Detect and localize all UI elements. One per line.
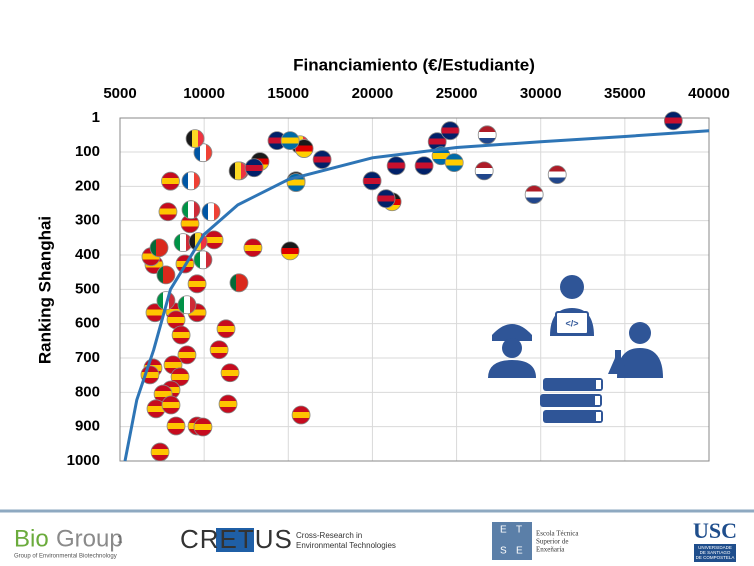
logo-letter: T [516, 525, 522, 536]
illustration: </> [488, 275, 663, 423]
scientist-icon [608, 322, 663, 378]
logo-text: Superior de [536, 538, 568, 546]
y-tick-label: 700 [75, 349, 100, 366]
plot-frame [119, 117, 710, 462]
flag-marker [524, 185, 544, 204]
x-tick-label: 35000 [604, 85, 646, 102]
flag-marker [243, 238, 263, 258]
logo-cretus: CRETUS [180, 524, 293, 554]
flag-marker [185, 129, 205, 149]
flag-marker [663, 111, 683, 131]
flag-marker [229, 273, 249, 293]
flag-marker [228, 161, 248, 181]
y-tick-label: 800 [75, 383, 100, 400]
flag-marker [156, 265, 176, 285]
flag-marker [171, 325, 191, 345]
cretus-logo: CRETUS Cross-Research in Environmental T… [180, 524, 396, 554]
svg-text:</>: </> [565, 318, 578, 328]
logo-letter: E [500, 525, 507, 536]
usc-logo: USC UNIVERSIDADE DE SANTIAGO DE COMPOSTE… [693, 518, 737, 562]
logo-text: Environmental Technologies [296, 541, 396, 550]
flag-marker [201, 202, 221, 222]
y-tick-label: 900 [75, 418, 100, 435]
flag-marker [280, 131, 300, 151]
y-tick-label: 500 [75, 280, 100, 297]
flag-marker [291, 405, 311, 425]
x-tick-label: 30000 [520, 85, 562, 102]
flag-marker [362, 171, 382, 191]
logo-text: DE COMPOSTELA [696, 555, 735, 560]
flag-marker [477, 125, 497, 145]
y-tick-label: 1000 [67, 452, 100, 469]
y-tick-label: 200 [75, 177, 100, 194]
flag-marker [280, 241, 300, 261]
y-tick-label: 400 [75, 246, 100, 263]
flag-marker [193, 417, 213, 437]
x-tick-label: 20000 [352, 85, 394, 102]
flag-marker [161, 395, 181, 415]
flag-marker [209, 340, 229, 360]
biogroup-logo: Bio Group Group of Environmental Biotech… [14, 525, 123, 559]
x-tick-label: 5000 [103, 85, 136, 102]
trend-line [123, 129, 710, 462]
flag-marker [149, 238, 169, 258]
flag-marker [376, 189, 396, 209]
flag-marker [161, 171, 180, 191]
x-tick-label: 40000 [688, 85, 730, 102]
books-icon [540, 378, 603, 423]
programmer-icon: </> [550, 275, 594, 336]
flag-marker [187, 274, 207, 294]
y-axis-title: Ranking Shanghai [35, 216, 54, 364]
flag-marker [204, 230, 224, 250]
etse-logo: E T S E Escola Técnica Superior de Enxeñ… [492, 522, 579, 560]
y-tick-label: 300 [75, 212, 100, 229]
flag-marker [158, 202, 178, 222]
x-tick-label: 10000 [183, 85, 225, 102]
flag-marker [440, 121, 460, 141]
x-axis-title: Financiamiento (€/Estudiante) [293, 55, 535, 74]
flag-marker [177, 295, 197, 315]
flag-marker [177, 345, 197, 365]
flag-marker [444, 153, 464, 173]
y-tick-label: 100 [75, 143, 100, 160]
flag-marker [220, 363, 240, 383]
logo-usc: USC [693, 518, 737, 543]
logo-group: Group [56, 525, 123, 552]
logo-bio: Bio [14, 525, 49, 552]
logo-text: DE SANTIAGO [700, 550, 731, 555]
logo-text: Cross-Research in [296, 531, 362, 540]
flag-marker [414, 156, 434, 176]
flag-marker [193, 250, 213, 270]
logo-text: Escola Técnica [536, 530, 579, 538]
flag-marker [170, 367, 190, 387]
flag-marker [386, 156, 406, 176]
page-number: 1 [117, 535, 123, 546]
flag-marker [216, 319, 236, 339]
logo-letter: S [500, 546, 507, 557]
flag-marker [244, 158, 264, 178]
logo-letter: E [516, 546, 523, 557]
y-tick-label: 600 [75, 315, 100, 332]
flag-marker [218, 394, 238, 414]
flag-marker [547, 165, 567, 185]
logo-subtitle: Group of Environmental Biotechnology [14, 554, 117, 560]
flag-marker [181, 171, 201, 191]
flag-marker [474, 161, 494, 181]
logo-text: UNIVERSIDADE [698, 545, 732, 550]
flag-marker [150, 442, 170, 462]
x-tick-label: 15000 [267, 85, 309, 102]
flag-marker [312, 150, 332, 169]
flag-marker [166, 416, 186, 436]
y-tick-label: 1 [92, 109, 100, 126]
engineer-icon [488, 324, 536, 378]
x-tick-label: 25000 [436, 85, 478, 102]
logo-text: Enxeñaría [536, 546, 565, 554]
flag-marker [181, 200, 201, 220]
